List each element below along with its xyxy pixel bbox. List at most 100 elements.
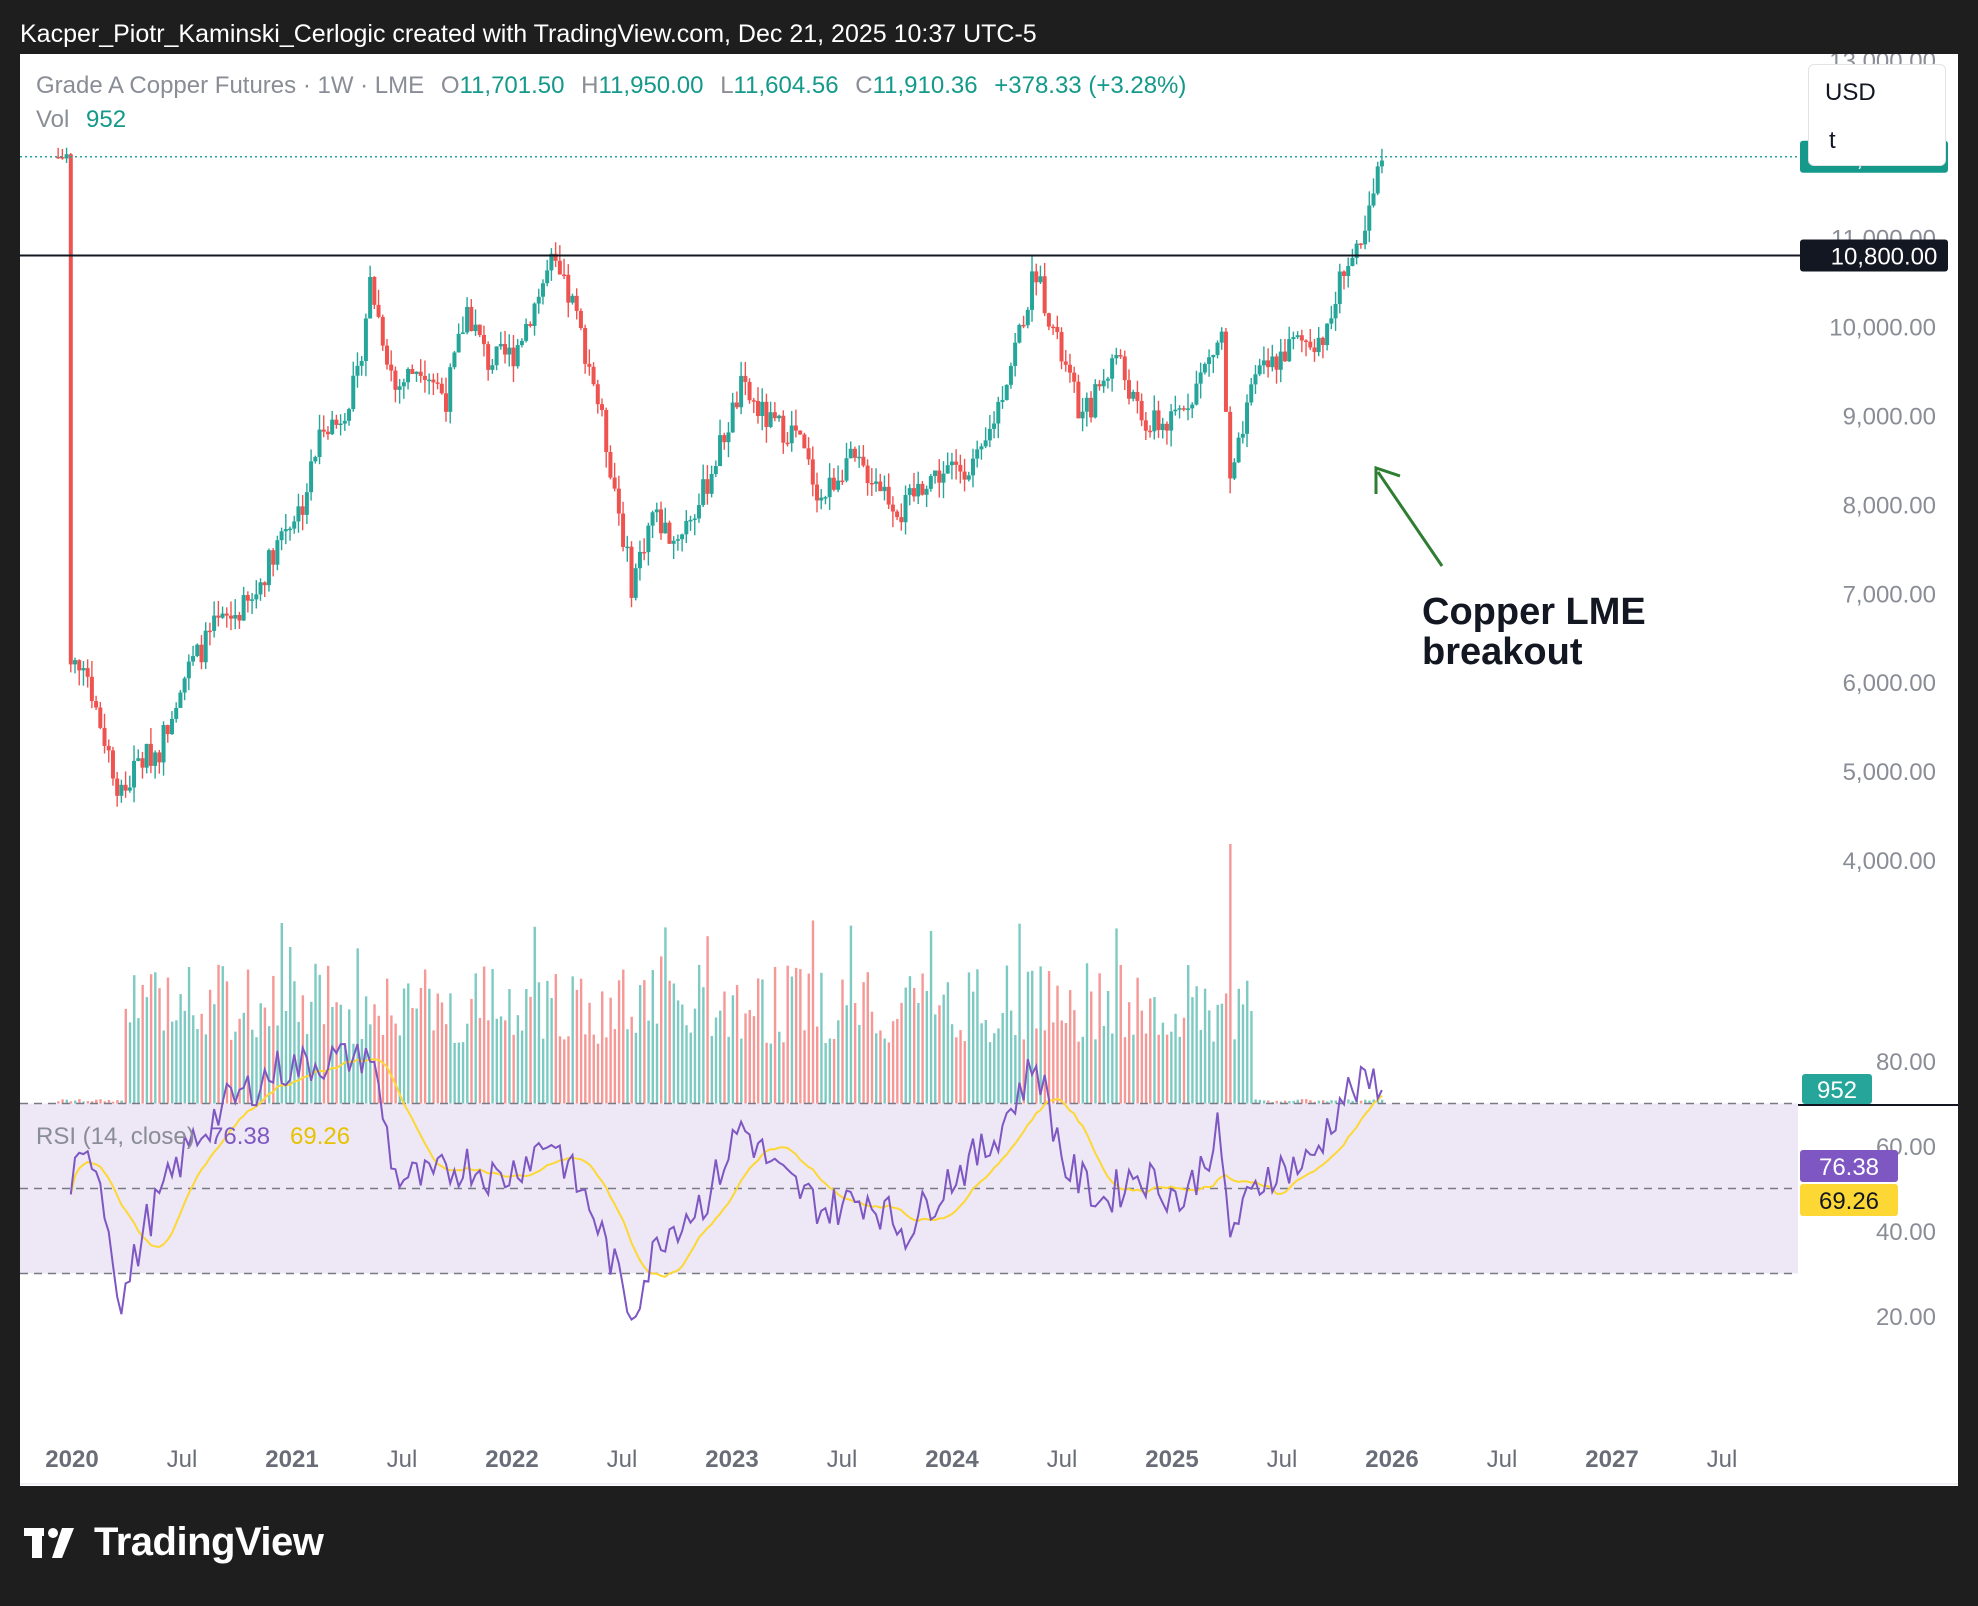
candle-body	[1118, 355, 1123, 357]
candle-body	[1358, 243, 1363, 246]
volume-bar	[571, 976, 574, 1104]
volume-bar	[938, 1005, 941, 1104]
candle-body	[511, 347, 516, 367]
volume-bar	[807, 973, 810, 1104]
volume-bar	[541, 1038, 545, 1104]
volume-bar	[339, 1004, 343, 1104]
volume-bar	[491, 969, 494, 1104]
candle-body	[186, 661, 191, 679]
chart-panel[interactable]: 14,000.0013,000.0011,000.0010,000.009,00…	[20, 54, 1958, 1486]
volume-bar	[1052, 1022, 1055, 1104]
time-label-9: Jul	[1047, 1446, 1078, 1473]
candle-body	[1232, 462, 1237, 479]
candle-body	[56, 156, 61, 159]
candle-body	[536, 296, 541, 304]
chart-header: Kacper_Piotr_Kaminski_Cerlogic created w…	[20, 20, 1037, 48]
candle-body	[1143, 420, 1148, 431]
currency-label[interactable]: USD	[1825, 79, 1876, 106]
candle-body	[1287, 339, 1292, 362]
candle-body	[283, 529, 288, 532]
volume-bar	[166, 977, 170, 1104]
candle-body	[195, 644, 200, 657]
candle-body	[1110, 358, 1115, 379]
volume-bar	[402, 988, 406, 1104]
candle-body	[1173, 409, 1178, 412]
price-tick-10000: 10,000.00	[1829, 315, 1936, 342]
volume-bar	[1073, 1010, 1076, 1104]
currency-unit-selector[interactable]: USD t	[1808, 64, 1946, 166]
volume-bar	[525, 989, 528, 1104]
volume-bar	[276, 1025, 279, 1104]
volume-bar	[550, 997, 553, 1104]
candle-body	[815, 484, 820, 501]
volume-bar	[1060, 1020, 1063, 1104]
candle-body	[127, 787, 132, 791]
candle-body	[494, 346, 499, 366]
candle-body	[262, 582, 267, 586]
candle-body	[1076, 381, 1081, 419]
volume-bar	[824, 1043, 827, 1104]
volume-bar	[348, 1009, 351, 1104]
candle-body	[456, 333, 461, 353]
volume-bar	[111, 1101, 115, 1104]
volume-bar	[499, 1016, 503, 1104]
candle-body	[865, 465, 870, 484]
volume-bar	[980, 1023, 983, 1104]
volume-bar	[1039, 966, 1042, 1104]
candle-body	[1240, 433, 1245, 438]
candle-body	[1000, 399, 1005, 402]
candle-body	[903, 494, 908, 523]
volume-bar	[1275, 1100, 1278, 1104]
volume-bar	[664, 927, 667, 1104]
candle-body	[477, 324, 482, 336]
volume-value: 952	[86, 106, 127, 133]
candle-body	[406, 369, 411, 383]
candle-body	[793, 425, 798, 431]
volume-bar	[470, 998, 473, 1104]
volume-bar	[605, 1037, 608, 1104]
unit-label[interactable]: t	[1829, 127, 1836, 154]
volume-bar	[786, 965, 789, 1104]
volume-bar	[727, 1036, 730, 1104]
symbol-name[interactable]: Grade A Copper Futures · 1W · LME	[36, 72, 425, 99]
volume-bar	[1077, 1041, 1080, 1104]
volume-bar	[1081, 1036, 1085, 1104]
candle-body	[1063, 361, 1068, 365]
volume-bar	[1233, 1039, 1236, 1104]
candle-body	[578, 310, 583, 328]
candle-body	[161, 725, 166, 763]
candle-body	[1004, 384, 1009, 400]
candle-body	[1008, 365, 1013, 385]
chart-canvas[interactable]: 14,000.0013,000.0011,000.0010,000.009,00…	[20, 54, 1958, 1486]
candle-body	[823, 497, 828, 499]
candle-body	[288, 528, 293, 531]
volume-bar	[1115, 928, 1118, 1104]
candle-body	[874, 481, 879, 484]
volume-bar	[217, 964, 220, 1104]
volume-bar	[685, 1025, 688, 1104]
candle-body	[979, 446, 984, 450]
volume-bar	[1014, 1035, 1017, 1104]
candle-body	[764, 401, 769, 427]
volume-bar	[229, 1039, 233, 1104]
candle-body	[60, 157, 65, 159]
volume-bar	[449, 993, 452, 1104]
volume-bar	[1351, 1100, 1354, 1104]
volume-bar	[74, 1100, 77, 1104]
volume-bar	[90, 1101, 94, 1104]
volume-bar	[78, 1099, 81, 1104]
candle-body	[1152, 410, 1157, 432]
price-tick-8000: 8,000.00	[1843, 492, 1936, 519]
candle-body	[574, 295, 579, 311]
candle-body	[73, 660, 78, 665]
candle-body	[136, 758, 141, 761]
volume-bar	[293, 981, 296, 1104]
volume-bar	[318, 974, 321, 1104]
candle-body	[1126, 380, 1131, 399]
candle-body	[785, 442, 790, 445]
volume-label[interactable]: Vol	[36, 106, 70, 133]
candle-body	[237, 614, 242, 621]
volume-bar	[875, 1033, 878, 1104]
volume-bar	[343, 1043, 347, 1104]
candle-body	[916, 483, 921, 497]
